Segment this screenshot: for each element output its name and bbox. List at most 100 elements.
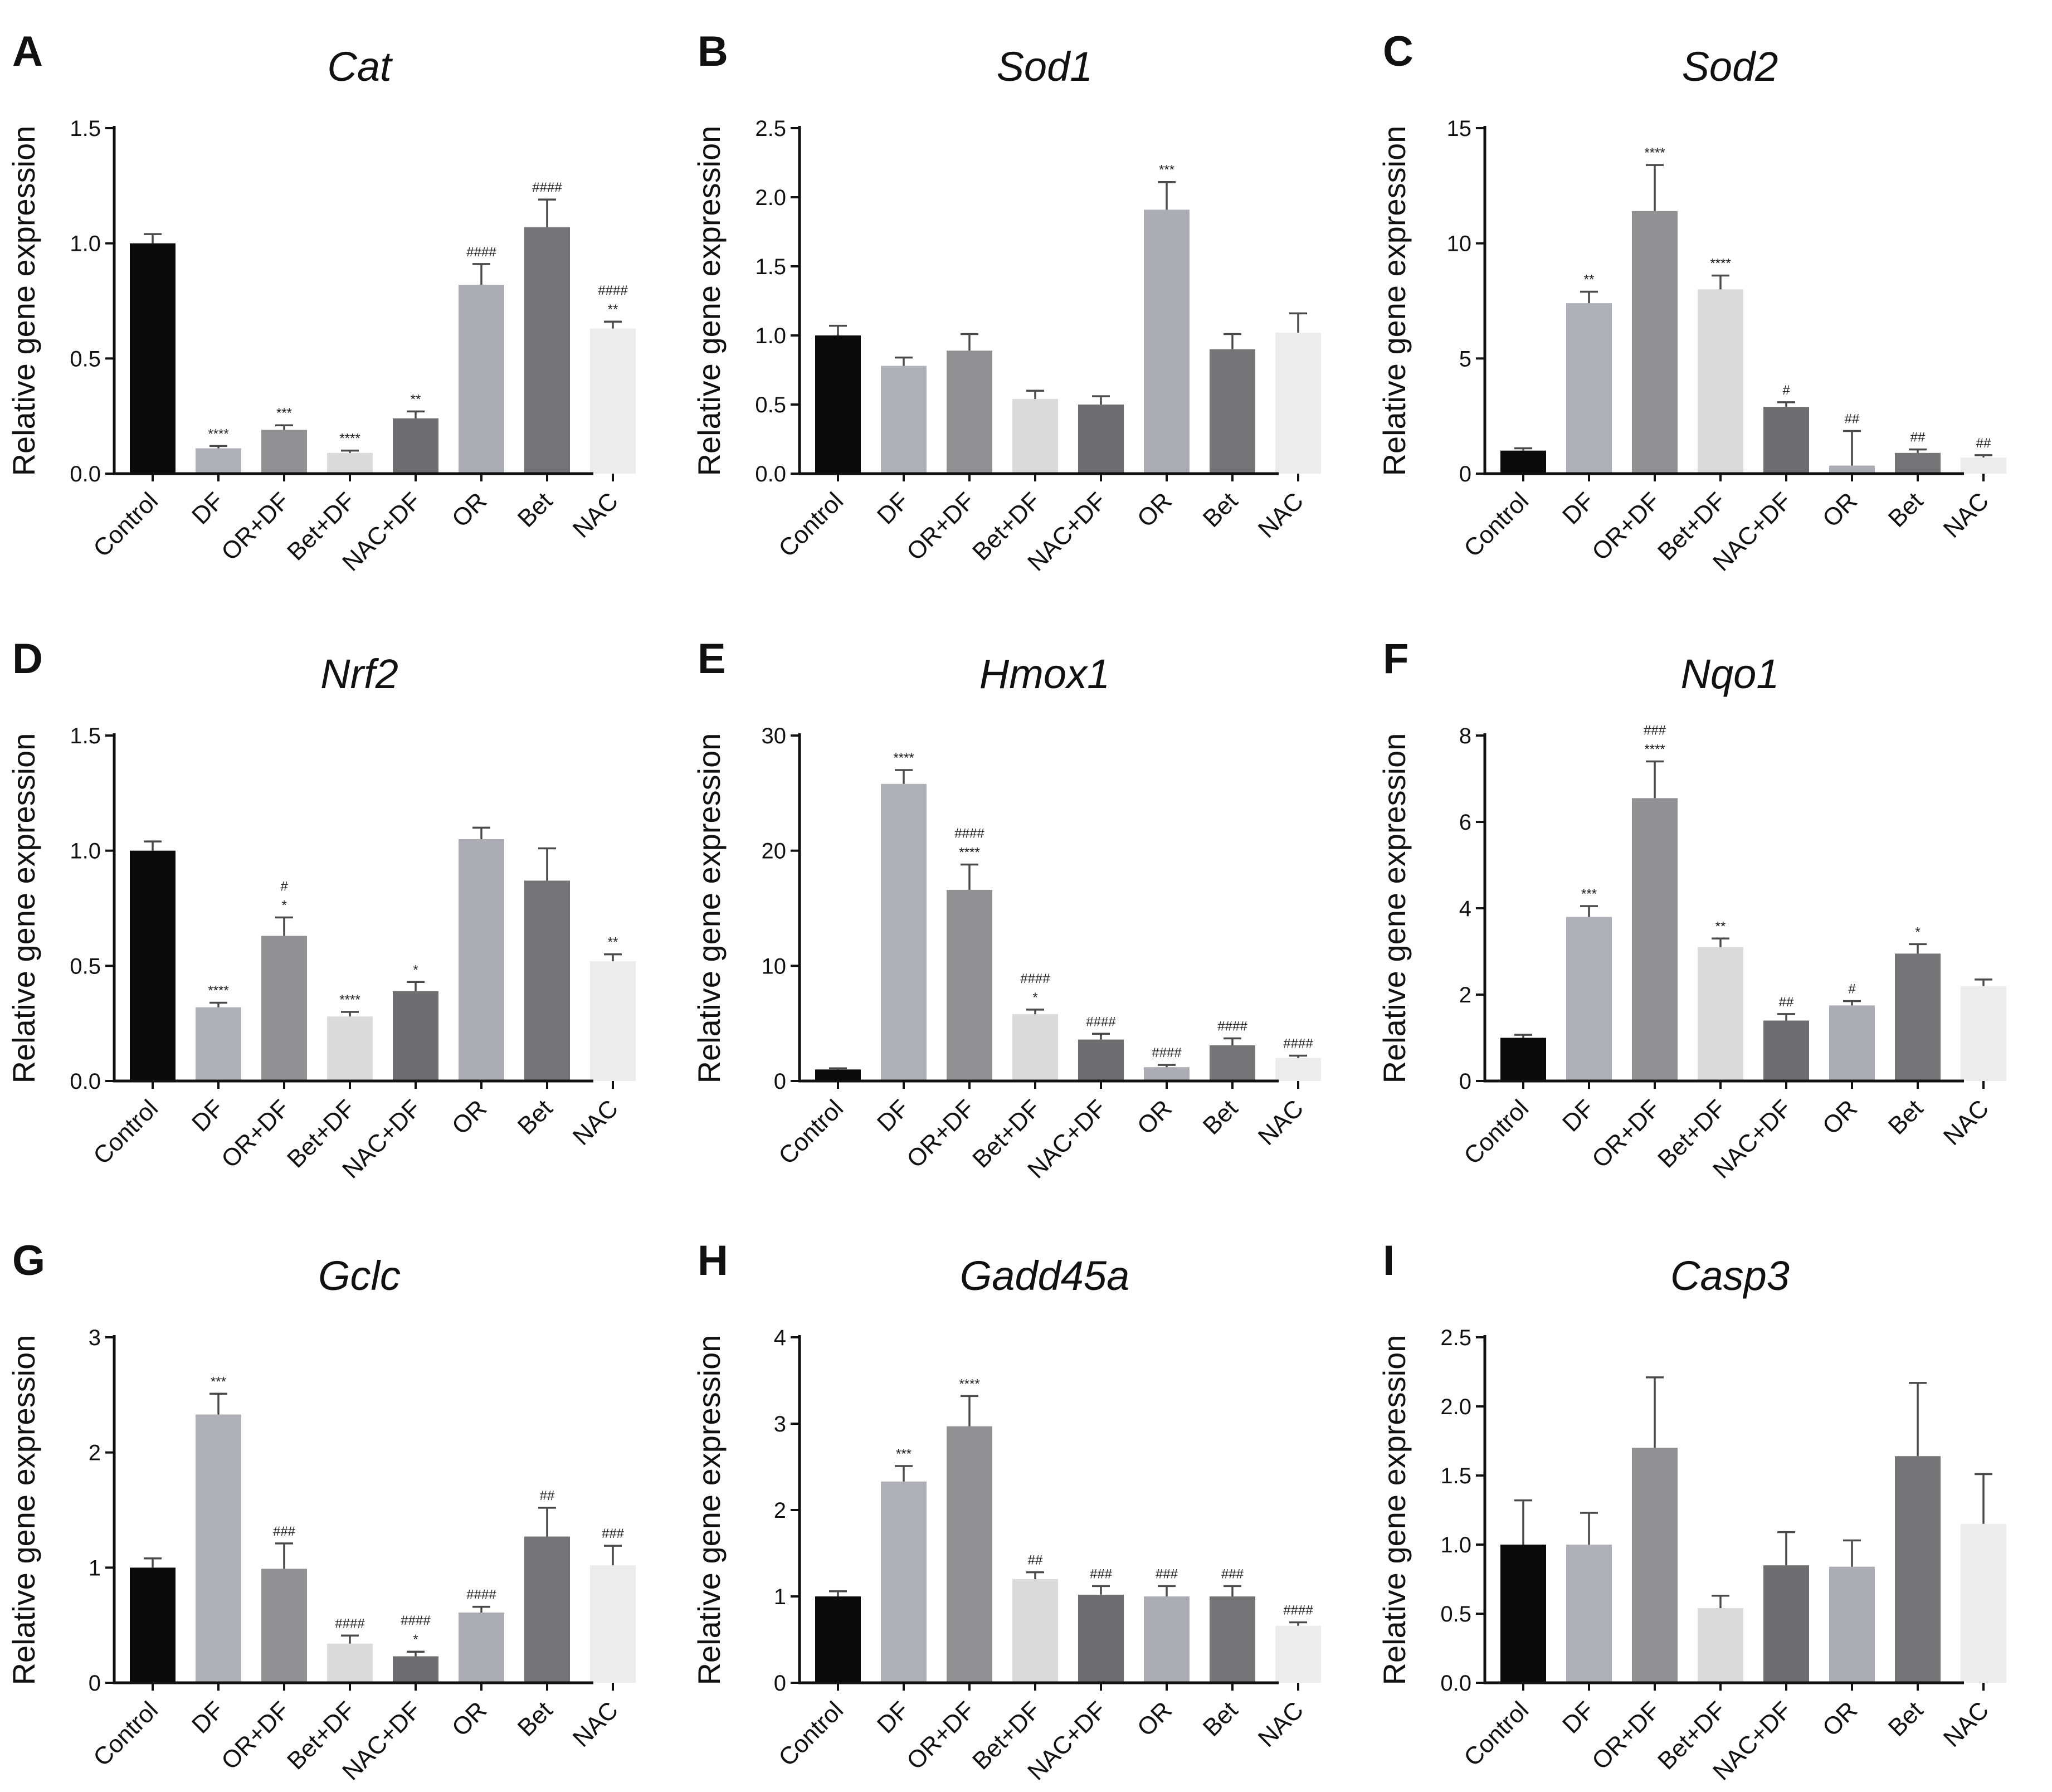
x-tick-label: OR+DF — [1587, 1094, 1665, 1173]
panel-G: G Gclc Relative gene expression Control *** D… — [6, 1237, 636, 1785]
significance-label: ### — [1090, 1566, 1113, 1581]
x-tick-label: DF — [872, 1696, 914, 1739]
bar-nac-df — [1763, 1565, 1809, 1683]
significance-label: *** — [1159, 163, 1174, 178]
x-tick-label: DF — [1557, 1696, 1600, 1739]
bar-bet — [524, 880, 570, 1081]
bar-bet-df — [327, 1643, 373, 1683]
significance-label: ## — [1779, 995, 1794, 1010]
y-tick-label: 2.5 — [1440, 1326, 1471, 1350]
bar-df — [881, 1481, 927, 1683]
y-axis-title: Relative gene expression — [691, 126, 727, 476]
bar-df — [196, 1414, 241, 1683]
x-tick-label: OR — [447, 1696, 492, 1741]
significance-label: #### — [598, 283, 628, 298]
bar-control — [1500, 1038, 1546, 1081]
significance-label: **** — [339, 992, 360, 1007]
x-tick-label: Control — [773, 1094, 849, 1170]
bar-control — [1500, 1545, 1546, 1683]
bar-nac — [1275, 333, 1321, 474]
x-tick-label: NAC — [568, 1094, 623, 1150]
x-tick-label: NAC — [1253, 1094, 1309, 1150]
significance-label: #### — [1086, 1014, 1116, 1029]
bar-nac-df — [1078, 1594, 1124, 1683]
significance-label: * — [1032, 990, 1037, 1005]
bar-control — [815, 1069, 861, 1081]
significance-label: * — [413, 962, 418, 977]
bar-bet — [1895, 953, 1941, 1081]
x-tick-label: Control — [1459, 1094, 1534, 1170]
x-tick-label: Bet — [1883, 1696, 1928, 1741]
y-tick-label: 20 — [762, 839, 787, 864]
bar-nac — [1275, 1058, 1321, 1081]
x-tick-label: OR — [447, 487, 492, 532]
y-axis-title: Relative gene expression — [1377, 733, 1412, 1084]
chart-title: Gadd45a — [960, 1253, 1130, 1299]
bar-nac-df — [1078, 405, 1124, 474]
bar-df — [881, 783, 927, 1081]
bar-control — [130, 1567, 176, 1683]
bar-control — [815, 335, 861, 474]
bar-or-df — [1632, 798, 1678, 1081]
significance-label: # — [1848, 982, 1856, 997]
y-tick-label: 0.0 — [755, 462, 786, 486]
y-tick-label: 0.5 — [755, 393, 786, 417]
significance-label: ### — [1221, 1566, 1244, 1581]
bar-bet-df — [327, 452, 373, 474]
bar-bet-df — [1698, 1608, 1743, 1683]
bar-or-df — [947, 889, 992, 1081]
y-tick-label: 2 — [89, 1441, 101, 1465]
x-tick-label: NAC — [1938, 1094, 1994, 1150]
significance-label: ### — [273, 1524, 296, 1539]
bar-or-df — [1632, 211, 1678, 474]
x-tick-label: NAC — [568, 487, 623, 543]
significance-label: **** — [339, 431, 360, 446]
x-tick-label: DF — [1557, 1094, 1600, 1137]
x-tick-label: NAC — [1253, 487, 1309, 543]
bar-nac-df — [1763, 1020, 1809, 1081]
significance-label: #### — [466, 1588, 496, 1603]
chart-title: Gclc — [318, 1253, 401, 1299]
bar-bet — [524, 1536, 570, 1683]
x-tick-label: OR+DF — [216, 1094, 295, 1173]
bar-nac — [590, 1565, 636, 1683]
y-tick-label: 0 — [1459, 1069, 1471, 1094]
x-tick-label: Control — [88, 487, 163, 562]
x-tick-label: OR+DF — [901, 487, 980, 566]
bar-or — [459, 285, 504, 474]
bar-nac-df — [393, 1656, 438, 1683]
bar-control — [815, 1596, 861, 1683]
bar-control — [1500, 450, 1546, 474]
y-tick-label: 10 — [762, 954, 787, 978]
significance-label: # — [1782, 383, 1790, 398]
x-tick-label: NAC — [568, 1696, 623, 1752]
significance-label: * — [1915, 924, 1920, 939]
y-tick-label: 1 — [774, 1585, 786, 1609]
x-tick-label: Control — [773, 487, 849, 562]
y-tick-label: 0.5 — [1440, 1602, 1471, 1627]
bar-or — [1144, 210, 1190, 474]
x-tick-label: OR — [1132, 1696, 1177, 1741]
bar-df — [881, 366, 927, 474]
x-tick-label: NAC — [1938, 1696, 1994, 1752]
x-tick-label: Bet — [513, 487, 558, 532]
bar-or — [1829, 465, 1875, 474]
significance-label: ## — [1845, 412, 1860, 427]
significance-label: * — [281, 898, 286, 913]
x-tick-label: OR — [1132, 1094, 1177, 1140]
bar-or-df — [261, 1569, 307, 1683]
x-tick-label: Bet — [513, 1094, 558, 1140]
bar-nac-df — [1078, 1039, 1124, 1081]
bar-bet-df — [1012, 1014, 1058, 1081]
bar-bet — [1210, 349, 1255, 474]
y-tick-label: 1.5 — [755, 255, 786, 279]
significance-label: #### — [532, 180, 562, 195]
panel-letter: B — [698, 28, 728, 75]
bar-df — [196, 448, 241, 474]
bar-df — [1566, 303, 1612, 474]
panel-letter: E — [698, 635, 726, 683]
y-tick-label: 3 — [774, 1412, 786, 1436]
x-tick-label: OR+DF — [901, 1094, 980, 1173]
